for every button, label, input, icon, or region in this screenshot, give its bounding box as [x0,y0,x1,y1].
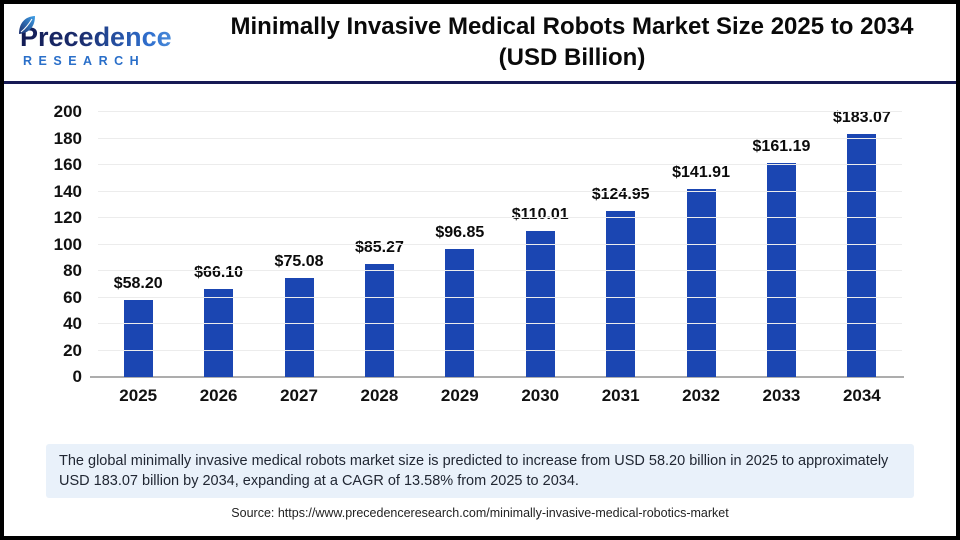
bar-2028 [364,264,394,377]
title-line2: (USD Billion) [498,43,646,71]
x-tick-label: 2029 [440,386,479,405]
x-tick-label: 2027 [280,386,318,405]
logo-brand-subtitle: RESEARCH [23,53,146,68]
bar-value-label: $66.10 [194,264,244,282]
summary-box: The global minimally invasive medical ro… [46,444,914,498]
x-tick-label: 2026 [199,386,238,405]
bar-slot: $66.10 [178,112,258,377]
gridline [98,190,902,192]
y-tick-label: 40 [63,314,82,333]
source-line: Source: https://www.precedenceresearch.c… [231,506,729,520]
bar-2031 [606,211,636,377]
title-line1: Minimally Invasive Medical Robots Market… [230,13,914,41]
x-tick-label: 2030 [521,386,560,405]
gridline [98,217,902,218]
y-tick-label: 140 [53,181,82,201]
bar-2027 [284,277,314,377]
bar-2034 [847,134,877,377]
bar-slot: $58.20 [98,112,178,377]
bar-slot: $161.19 [741,112,821,377]
precedence-logo: Precedence RESEARCH [4,15,196,68]
bar-value-label: $58.20 [113,274,163,292]
bar-2025 [123,299,153,377]
y-tick-label: 200 [53,102,82,121]
bar-slots: $58.20 $66.10 $75.08 $85.27 $96.85 $110.01 $12… [98,109,902,377]
gridline [98,243,902,245]
bar-value-label: $183.07 [832,109,891,127]
plot-area: $58.20 $66.10 $75.08 $85.27 $96.85 $110.01 $12… [90,109,904,378]
header: Precedence RESEARCH Minimally Invasive M… [4,4,956,81]
x-tick-label: 2031 [601,386,640,405]
gridline [98,137,902,139]
y-tick-label: 120 [53,208,82,227]
summary-text: The global minimally invasive medical ro… [59,453,889,489]
y-tick-label: 0 [72,367,82,386]
x-axis-labels: 2025 2026 2027 2028 2029 2030 2031 2032 2033 2034 [98,386,902,406]
page-title: Minimally Invasive Medical Robots Market… [196,12,956,72]
gridline [98,349,902,351]
x-tick-label: 2034 [842,386,881,405]
y-tick-label: 100 [53,234,82,254]
gridline [98,296,902,298]
bar-slot: $141.91 [661,112,741,377]
bar-2032 [686,188,716,377]
bar-slot: $75.08 [259,112,339,377]
bar-value-label: $110.01 [511,206,569,224]
bar-slot: $124.95 [580,112,660,377]
bar-2029 [445,248,475,377]
x-tick-label: 2025 [119,386,158,405]
y-tick-label: 20 [63,340,82,360]
bar-slot: $110.01 [500,112,580,377]
gridline [98,164,902,165]
x-tick-label: 2033 [762,386,801,405]
leaf-icon [19,15,35,34]
logo-brand-name: Precedence [20,21,172,52]
bar-slot: $85.27 [339,112,419,377]
bar-value-label: $124.95 [591,186,650,204]
y-tick-label: 160 [53,155,82,174]
bar-value-label: $85.27 [354,239,404,257]
bar-slot: $96.85 [420,112,500,377]
y-tick-label: 60 [63,287,82,307]
bar-value-label: $96.85 [435,223,485,241]
x-tick-label: 2028 [360,386,399,405]
gridline [98,111,902,112]
gridline [98,323,902,324]
bar-value-label: $141.91 [672,163,730,181]
bar-slot: $183.07 [822,109,902,377]
y-tick-label: 80 [63,261,82,280]
logo-wordmark: Precedence [19,15,196,53]
bar-value-label: $75.08 [274,252,324,270]
y-tick-label: 180 [53,128,82,148]
bar-value-label: $161.19 [752,138,811,156]
bar-chart: 0 20 40 60 80 100 120 140 160 180 200 $58.20 $66.10… [4,84,956,432]
bar-2026 [204,289,234,377]
header-divider [4,81,956,84]
gridline [98,270,902,271]
x-axis-line [90,376,904,378]
bar-2030 [525,231,555,377]
y-axis: 0 20 40 60 80 100 120 140 160 180 200 [32,84,82,386]
x-tick-label: 2032 [682,386,720,405]
